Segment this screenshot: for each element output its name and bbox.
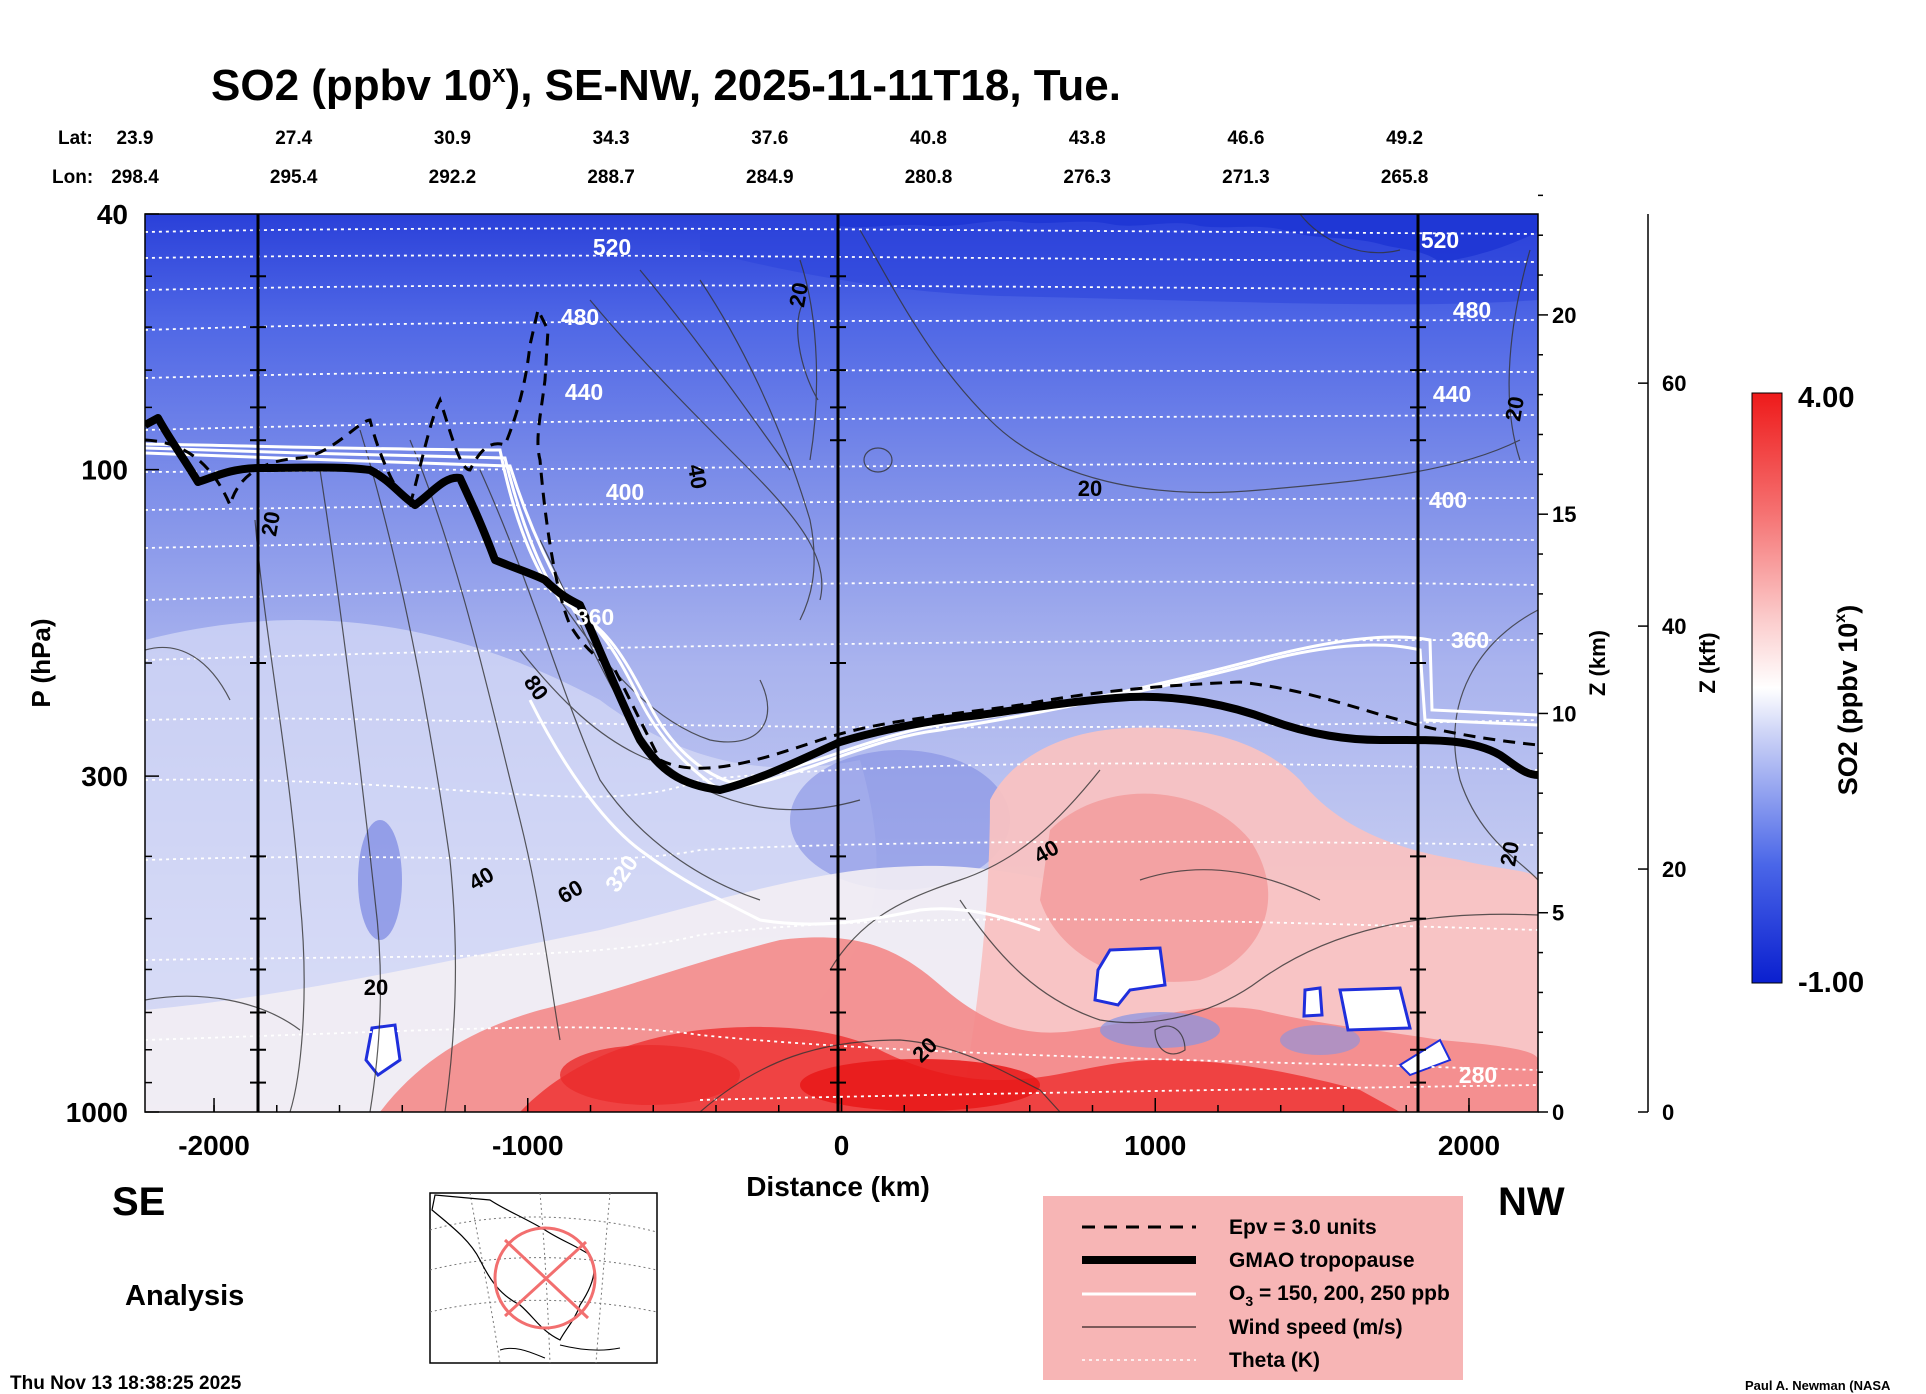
lat-value: 43.8 bbox=[1069, 128, 1106, 149]
z-km-tick-label: 10 bbox=[1552, 701, 1576, 726]
z-kft-axis-label: Z (kft) bbox=[1695, 632, 1720, 693]
theta-contour-label: 440 bbox=[565, 379, 603, 405]
z-km-tick-label: 15 bbox=[1552, 502, 1576, 527]
theta-contour-label: 280 bbox=[1459, 1062, 1497, 1088]
p-tick-label: 40 bbox=[97, 199, 128, 230]
z-kft-tick-label: 0 bbox=[1662, 1100, 1674, 1125]
inset-map bbox=[429, 1192, 658, 1364]
theta-contour-label: 480 bbox=[1453, 297, 1491, 323]
reference-ticks bbox=[250, 275, 1426, 1084]
legend-wind-label: Wind speed (m/s) bbox=[1229, 1316, 1403, 1339]
so2-field bbox=[145, 214, 1538, 1112]
epv-contour bbox=[145, 305, 1538, 770]
z-kft-tick-label: 20 bbox=[1662, 857, 1686, 882]
wind-contour-label: 20 bbox=[1078, 476, 1102, 501]
theta-contour-label: 520 bbox=[593, 234, 631, 260]
colorbar: 4.00 -1.00 SO2 (ppbv 10x) bbox=[1751, 382, 1864, 999]
z-km-tick-label: 20 bbox=[1552, 303, 1576, 328]
x-tick-label: -2000 bbox=[178, 1130, 250, 1161]
lon-value: 271.3 bbox=[1222, 167, 1270, 188]
wind-contour-label: 20 bbox=[364, 975, 388, 1000]
colorbar-label: SO2 (ppbv 10x) bbox=[1832, 605, 1863, 795]
analysis-label: Analysis bbox=[125, 1280, 244, 1312]
nw-label: NW bbox=[1498, 1180, 1565, 1224]
theta-contour-label: 480 bbox=[561, 304, 599, 330]
credit: Paul A. Newman (NASA bbox=[1745, 1378, 1891, 1393]
wind-contour-label: 20 bbox=[1495, 839, 1524, 867]
lat-value: 40.8 bbox=[910, 128, 947, 149]
lat-value: 37.6 bbox=[751, 128, 788, 149]
legend-tropopause-label: GMAO tropopause bbox=[1229, 1249, 1415, 1272]
theta-contour-label: 400 bbox=[1429, 487, 1467, 513]
x-tick-label: -1000 bbox=[492, 1130, 564, 1161]
lat-value: 30.9 bbox=[434, 128, 471, 149]
lat-label: Lat: bbox=[58, 128, 93, 149]
x-tick-label: 0 bbox=[834, 1130, 850, 1161]
legend-epv-label: Epv = 3.0 units bbox=[1229, 1216, 1377, 1239]
legend-theta-label: Theta (K) bbox=[1229, 1349, 1320, 1372]
theta-contour-label: 400 bbox=[606, 479, 644, 505]
z-kft-tick-label: 60 bbox=[1662, 371, 1686, 396]
wind-contour-label: 20 bbox=[1500, 394, 1529, 422]
timestamp: Thu Nov 13 18:38:25 2025 bbox=[10, 1373, 242, 1394]
legend: Epv = 3.0 units GMAO tropopause O3 = 150… bbox=[1043, 1196, 1463, 1380]
lat-value: 46.6 bbox=[1227, 128, 1264, 149]
lon-value: 265.8 bbox=[1381, 167, 1429, 188]
z-km-tick-label: 5 bbox=[1552, 901, 1564, 926]
lat-value: 49.2 bbox=[1386, 128, 1423, 149]
chart-title: SO2 (ppbv 10x), SE-NW, 2025-11-11T18, Tu… bbox=[211, 61, 1121, 110]
tropopause-line bbox=[145, 414, 1538, 794]
theta-contour-label: 360 bbox=[1451, 627, 1489, 653]
colorbar-ramp bbox=[1751, 392, 1783, 984]
theta-contour-label: 440 bbox=[1433, 381, 1471, 407]
z-km-axis-label: Z (km) bbox=[1585, 630, 1610, 696]
z-kft-tick-label: 40 bbox=[1662, 614, 1686, 639]
x-tick-label: 2000 bbox=[1438, 1130, 1500, 1161]
wind-contour-label: 20 bbox=[784, 280, 813, 308]
x-tick-label: 1000 bbox=[1124, 1130, 1186, 1161]
x-axis-label: Distance (km) bbox=[746, 1171, 930, 1202]
lon-value: 295.4 bbox=[270, 167, 318, 188]
p-tick-label: 100 bbox=[81, 455, 128, 486]
lon-value: 292.2 bbox=[429, 167, 477, 188]
wind-contour-label: 20 bbox=[256, 509, 285, 537]
legend-o3-label: O3 = 150, 200, 250 ppb bbox=[1229, 1282, 1450, 1309]
lon-value: 276.3 bbox=[1063, 167, 1111, 188]
z-km-tick-label: 0 bbox=[1552, 1100, 1564, 1125]
lon-value: 284.9 bbox=[746, 167, 794, 188]
y-axis-label: P (hPa) bbox=[26, 618, 56, 707]
p-tick-label: 300 bbox=[81, 761, 128, 792]
lat-value: 23.9 bbox=[117, 128, 154, 149]
theta-contour-label: 520 bbox=[1421, 227, 1459, 253]
lon-value: 280.8 bbox=[905, 167, 953, 188]
colorbar-min: -1.00 bbox=[1798, 967, 1864, 999]
lat-value: 27.4 bbox=[275, 128, 312, 149]
lon-value: 298.4 bbox=[111, 167, 159, 188]
o3-contours bbox=[145, 442, 1538, 932]
lon-value: 288.7 bbox=[587, 167, 635, 188]
lat-lon-header: Lat: Lon: bbox=[52, 128, 93, 188]
theta-contour-label: 360 bbox=[576, 604, 614, 630]
colorbar-max: 4.00 bbox=[1798, 382, 1854, 414]
wind-contour-label: 40 bbox=[683, 462, 712, 490]
lat-value: 34.3 bbox=[593, 128, 630, 149]
se-label: SE bbox=[112, 1180, 165, 1224]
p-tick-label: 1000 bbox=[66, 1097, 128, 1128]
lon-label: Lon: bbox=[52, 167, 93, 188]
